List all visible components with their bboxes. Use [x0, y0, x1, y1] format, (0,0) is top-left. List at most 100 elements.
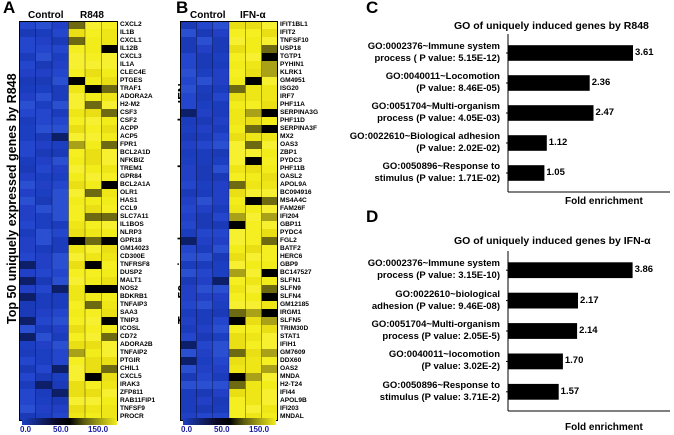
heatmap-cell [229, 141, 246, 150]
heatmap-cell [261, 29, 278, 38]
heatmap-cell [261, 69, 278, 78]
heatmap-cell [35, 413, 53, 421]
heatmap-cell [261, 93, 278, 102]
heatmap-cell [85, 53, 102, 62]
heatmap-cell [229, 173, 246, 182]
bar-c-value-label: 2.47 [595, 107, 615, 118]
heatmap-cell [180, 141, 197, 150]
bar-d-bar [508, 292, 578, 309]
gene-label: FGL2 [280, 236, 297, 244]
heatmap-cell [101, 173, 118, 182]
gene-label: GBP9 [280, 260, 298, 268]
heatmap-cell [68, 69, 86, 78]
bar-d-bar [508, 383, 559, 400]
heatmap-cell [35, 381, 53, 390]
heatmap-cell [180, 365, 197, 374]
heatmap-cell [19, 397, 36, 406]
heatmap-cell [245, 309, 262, 318]
heatmap-cell [52, 93, 69, 102]
heatmap-cell [212, 285, 230, 294]
bar-c-categories: GO:0002376~Immune system process ( P valu… [340, 30, 670, 210]
heatmap-cell [52, 349, 69, 358]
heatmap-cell [212, 125, 230, 134]
heatmap-cell [19, 173, 36, 182]
heatmap-b-scale-tick-0: 0.0 [181, 425, 193, 434]
heatmap-cell [101, 141, 118, 150]
heatmap-cell [101, 93, 118, 102]
heatmap-cell [52, 37, 69, 46]
bar-d-xlabel: Fold enrichment [565, 422, 643, 433]
heatmap-cell [101, 309, 118, 318]
gene-label: CD300E [120, 252, 145, 260]
heatmap-cell [85, 61, 102, 70]
heatmap-cell [101, 301, 118, 310]
heatmap-cell [212, 141, 230, 150]
heatmap-cell [52, 77, 69, 86]
gene-label: BCL2A1A [120, 180, 151, 188]
gene-label: ICOSL [120, 324, 141, 332]
heatmap-cell [68, 341, 86, 350]
heatmap-cell [245, 205, 262, 214]
heatmap-cell [101, 229, 118, 238]
heatmap-cell [52, 197, 69, 206]
heatmap-cell [68, 333, 86, 342]
heatmap-cell [212, 189, 230, 198]
heatmap-cell [180, 29, 197, 38]
heatmap-cell [19, 45, 36, 54]
gene-label: IL12B [120, 44, 138, 52]
heatmap-cell [212, 261, 230, 270]
gene-label: PYDC4 [280, 228, 302, 236]
heatmap-cell [229, 261, 246, 270]
heatmap-cell [52, 237, 69, 246]
heatmap-cell [19, 229, 36, 238]
heatmap-cell [68, 205, 86, 214]
heatmap-cell [101, 405, 118, 414]
heatmap-cell [180, 381, 197, 390]
heatmap-cell [180, 261, 197, 270]
gene-label: SLFN9 [280, 284, 301, 292]
heatmap-cell [85, 173, 102, 182]
heatmap-cell [19, 389, 36, 398]
heatmap-cell [261, 341, 278, 350]
heatmap-cell [85, 141, 102, 150]
heatmap-cell [229, 293, 246, 302]
heatmap-cell [261, 77, 278, 86]
gene-label: PTGES [120, 76, 143, 84]
bar-c-bar [508, 165, 545, 181]
heatmap-cell [35, 21, 53, 30]
heatmap-cell [52, 85, 69, 94]
heatmap-cell [196, 189, 213, 198]
heatmap-cell [196, 245, 213, 254]
heatmap-cell [229, 301, 246, 310]
gene-label: PHF11D [280, 116, 305, 124]
heatmap-cell [212, 85, 230, 94]
heatmap-cell [196, 93, 213, 102]
heatmap-cell [245, 277, 262, 286]
heatmap-cell [85, 365, 102, 374]
gene-label: GPR84 [120, 172, 142, 180]
heatmap-cell [19, 133, 36, 142]
heatmap-cell [196, 157, 213, 166]
heatmap-cell [19, 141, 36, 150]
heatmap-cell [261, 85, 278, 94]
heatmap-cell [85, 325, 102, 334]
heatmap-cell [196, 413, 213, 421]
heatmap-cell [68, 365, 86, 374]
heatmap-cell [101, 381, 118, 390]
heatmap-cell [101, 389, 118, 398]
heatmap-cell [245, 149, 262, 158]
heatmap-cell [35, 285, 53, 294]
heatmap-cell [261, 237, 278, 246]
heatmap-cell [196, 269, 213, 278]
gene-label: FAM26F [280, 204, 306, 212]
heatmap-cell [261, 397, 278, 406]
heatmap-cell [229, 61, 246, 70]
heatmap-cell [35, 309, 53, 318]
heatmap-cell [212, 269, 230, 278]
gene-label: ACPP [120, 124, 139, 132]
bar-c-value-label: 2.36 [591, 77, 611, 88]
heatmap-cell [212, 157, 230, 166]
heatmap-cell [19, 197, 36, 206]
heatmap-cell [212, 221, 230, 230]
gene-label: MS4A4C [280, 196, 307, 204]
